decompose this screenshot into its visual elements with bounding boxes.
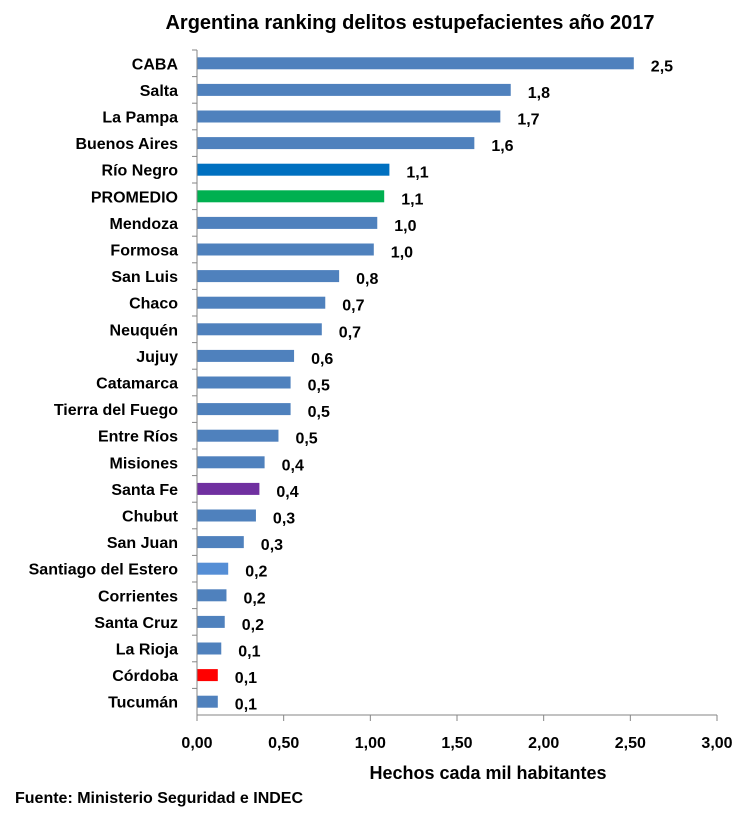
data-label: 0,8	[356, 271, 378, 288]
data-label: 1,0	[391, 245, 413, 262]
category-label: Santiago del Estero	[29, 562, 179, 579]
category-label: Tucumán	[108, 695, 178, 712]
data-label: 1,1	[406, 165, 428, 182]
category-label: Jujuy	[136, 349, 178, 366]
data-label: 0,1	[235, 697, 257, 714]
data-label: 2,5	[651, 58, 673, 75]
category-label: San Luis	[111, 269, 178, 286]
x-tick-label: 2,00	[528, 735, 559, 752]
data-label: 0,6	[311, 351, 333, 368]
chart-title: Argentina ranking delitos estupefaciente…	[165, 12, 654, 34]
category-label: PROMEDIO	[91, 189, 178, 206]
x-tick-label: 0,00	[181, 735, 212, 752]
category-label: Catamarca	[96, 376, 178, 393]
bar	[197, 456, 265, 469]
x-tick-label: 3,00	[701, 735, 732, 752]
bar	[197, 216, 378, 229]
bar	[197, 137, 475, 150]
data-label: 0,4	[282, 457, 304, 474]
category-label: Córdoba	[112, 668, 178, 685]
data-label: 0,7	[339, 324, 361, 341]
bar	[197, 323, 322, 336]
bar	[197, 615, 225, 628]
data-label: 0,2	[242, 617, 264, 634]
category-label: Salta	[140, 83, 178, 100]
data-label: 0,2	[245, 564, 267, 581]
data-label: 1,6	[491, 138, 513, 155]
category-label: Santa Cruz	[94, 615, 178, 632]
bar	[197, 243, 374, 256]
data-label: 0,7	[342, 298, 364, 315]
category-label: Chubut	[122, 509, 179, 526]
category-label: Santa Fe	[111, 482, 178, 499]
bar	[197, 190, 385, 203]
bar	[197, 509, 256, 522]
bar	[197, 270, 340, 283]
data-label: 0,1	[238, 644, 260, 661]
data-label: 0,2	[243, 590, 265, 607]
x-tick-label: 0,50	[268, 735, 299, 752]
bar	[197, 669, 218, 682]
bar	[197, 163, 390, 176]
x-tick-label: 2,50	[615, 735, 646, 752]
data-label: 0,3	[261, 537, 283, 554]
bar	[197, 83, 511, 96]
bar	[197, 695, 218, 708]
bar	[197, 642, 222, 655]
category-label: Corrientes	[98, 588, 178, 605]
data-label: 1,1	[401, 191, 423, 208]
bar	[197, 110, 501, 123]
bar	[197, 536, 244, 549]
data-label: 0,3	[273, 511, 295, 528]
bar	[197, 562, 229, 575]
data-label: 0,4	[276, 484, 298, 501]
data-label: 1,7	[517, 112, 539, 129]
category-label: Chaco	[129, 296, 178, 313]
bar	[197, 482, 260, 495]
x-axis-label: Hechos cada mil habitantes	[369, 763, 606, 783]
category-label: Mendoza	[110, 216, 179, 233]
bar	[197, 589, 227, 602]
category-label: Formosa	[110, 243, 178, 260]
data-label: 1,8	[528, 85, 550, 102]
category-label: La Rioja	[116, 642, 178, 659]
data-label: 1,0	[394, 218, 416, 235]
bar	[197, 403, 291, 416]
category-label: Buenos Aires	[75, 136, 178, 153]
bar	[197, 349, 295, 362]
bar	[197, 376, 291, 389]
x-tick-label: 1,00	[355, 735, 386, 752]
data-label: 0,5	[295, 431, 317, 448]
bar	[197, 296, 326, 309]
data-label: 0,5	[308, 404, 330, 421]
category-label: Neuquén	[110, 322, 178, 339]
bar	[197, 429, 279, 442]
category-label: CABA	[132, 56, 179, 73]
x-tick-label: 1,50	[441, 735, 472, 752]
category-label: Entre Ríos	[98, 429, 178, 446]
data-label: 0,5	[308, 378, 330, 395]
category-label: La Pampa	[102, 110, 178, 127]
category-label: Tierra del Fuego	[54, 402, 178, 419]
category-label: Misiones	[110, 455, 179, 472]
source-note: Fuente: Ministerio Seguridad e INDEC	[15, 790, 303, 807]
bar	[197, 57, 634, 70]
category-label: San Juan	[107, 535, 178, 552]
category-label: Río Negro	[102, 163, 179, 180]
data-label: 0,1	[235, 670, 257, 687]
